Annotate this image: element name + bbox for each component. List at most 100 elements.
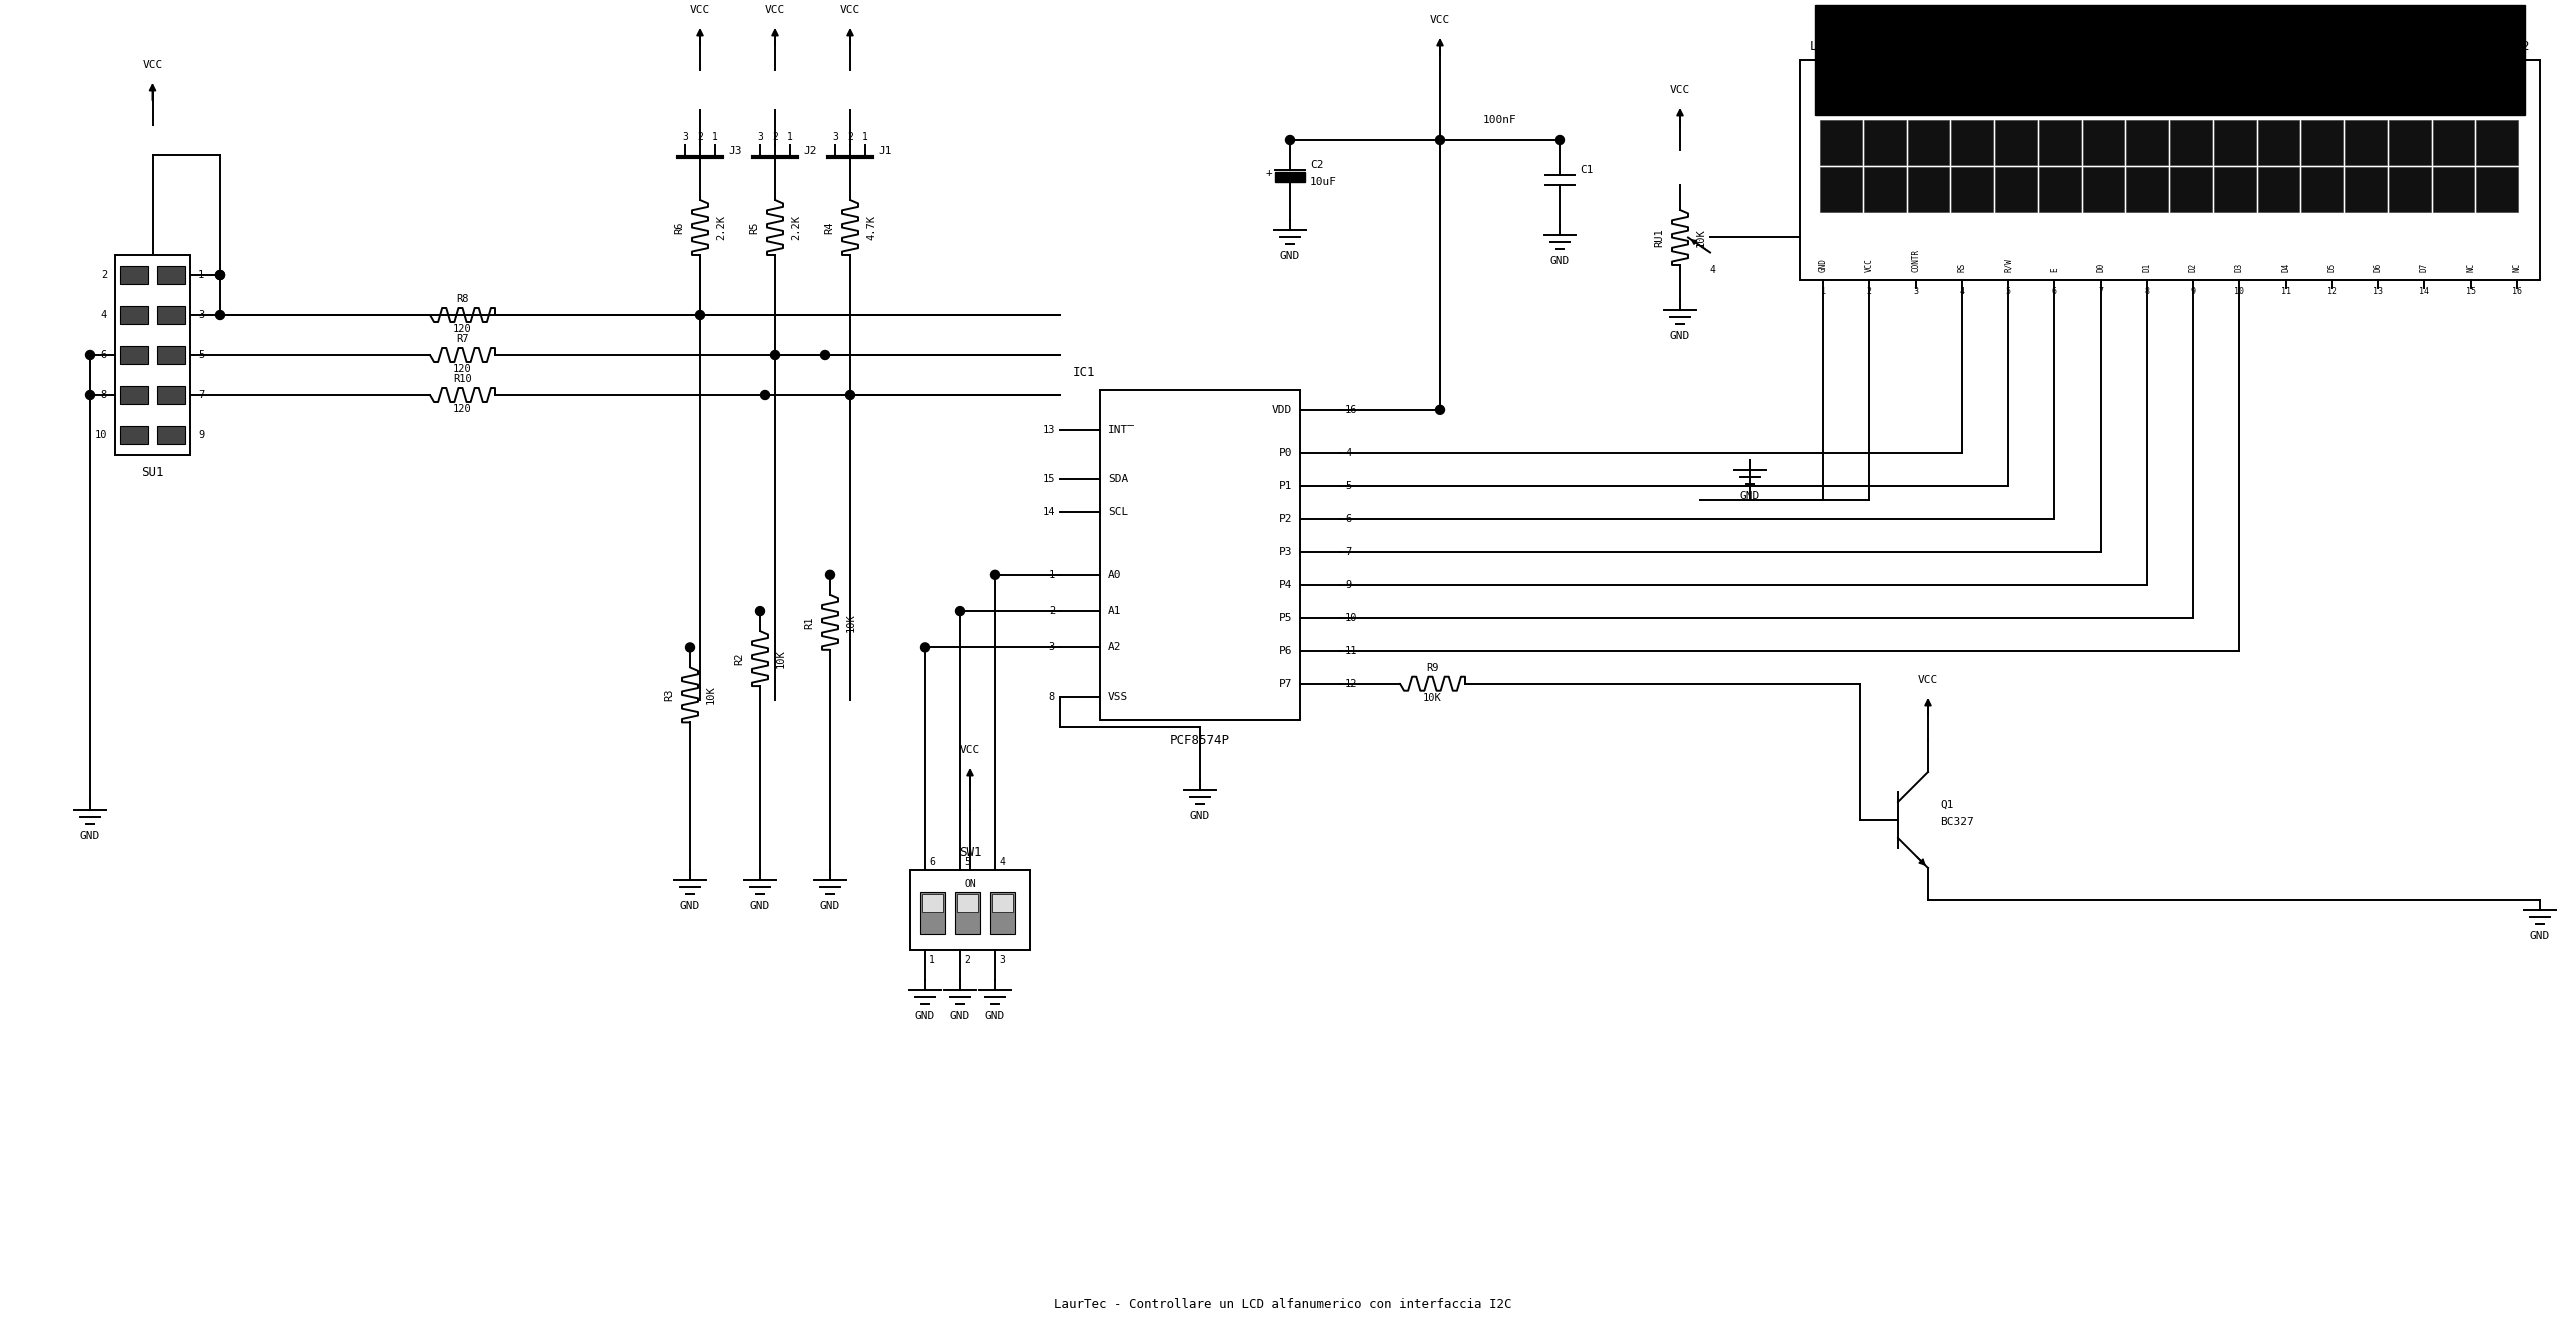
Text: D7: D7: [2419, 263, 2429, 272]
Text: INT̅: INT̅: [1108, 425, 1134, 435]
Text: Q1: Q1: [1939, 800, 1955, 810]
Text: NC: NC: [2511, 263, 2521, 272]
Text: GND: GND: [749, 901, 769, 910]
Circle shape: [759, 391, 770, 399]
Text: TUXGR_16X2_R2: TUXGR_16X2_R2: [2432, 40, 2529, 52]
Text: CONTR: CONTR: [1911, 248, 1921, 272]
Text: R4: R4: [823, 222, 834, 234]
Text: 3: 3: [1913, 287, 1919, 296]
Text: P4: P4: [1277, 579, 1293, 590]
Text: 10K: 10K: [1695, 228, 1706, 247]
Text: 10K: 10K: [1424, 693, 1442, 702]
Text: 11: 11: [1344, 646, 1357, 655]
Text: +: +: [1265, 168, 1272, 178]
Bar: [1952, 167, 1993, 212]
Bar: [1996, 120, 2037, 166]
Bar: [2170, 120, 2211, 166]
Text: 8: 8: [1049, 692, 1054, 702]
Text: 10K: 10K: [705, 686, 716, 705]
Text: P5: P5: [1277, 613, 1293, 622]
Text: R5: R5: [749, 222, 759, 234]
Text: 7: 7: [2098, 287, 2103, 296]
Text: GND: GND: [680, 901, 700, 910]
Text: NC: NC: [2465, 263, 2475, 272]
Text: 3: 3: [1049, 642, 1054, 653]
Circle shape: [1436, 406, 1444, 414]
Text: BC327: BC327: [1939, 817, 1972, 826]
Text: VSS: VSS: [1108, 692, 1129, 702]
Bar: [2126, 120, 2167, 166]
Circle shape: [85, 391, 95, 399]
Text: SW1: SW1: [959, 845, 982, 858]
Text: 1: 1: [862, 132, 867, 142]
Bar: [2475, 120, 2519, 166]
Text: P6: P6: [1277, 646, 1293, 655]
Bar: [156, 346, 185, 364]
Circle shape: [821, 351, 828, 359]
Text: 6: 6: [2052, 287, 2057, 296]
Circle shape: [215, 311, 226, 319]
Circle shape: [921, 643, 929, 651]
Text: VCC: VCC: [1919, 676, 1939, 685]
Circle shape: [990, 570, 1000, 579]
Circle shape: [770, 351, 780, 359]
Text: R3: R3: [664, 689, 675, 701]
Text: 4: 4: [1708, 266, 1716, 275]
Text: GND: GND: [916, 1011, 936, 1021]
Text: GND: GND: [1190, 810, 1211, 821]
Bar: [993, 894, 1013, 912]
Text: GND: GND: [1819, 258, 1829, 272]
Text: 2: 2: [964, 955, 970, 965]
Text: VDD: VDD: [1272, 405, 1293, 415]
Bar: [957, 894, 977, 912]
Bar: [2170, 167, 2211, 212]
Text: 2.2K: 2.2K: [716, 215, 726, 240]
Bar: [990, 892, 1016, 934]
Circle shape: [695, 311, 705, 319]
Bar: [121, 306, 149, 324]
Text: 3: 3: [831, 132, 839, 142]
Text: 9: 9: [198, 430, 205, 441]
Text: D3: D3: [2234, 263, 2244, 272]
Bar: [2301, 167, 2342, 212]
Bar: [2301, 120, 2342, 166]
Circle shape: [826, 570, 834, 579]
Bar: [1100, 390, 1300, 720]
Text: RS: RS: [1957, 263, 1967, 272]
Bar: [2126, 167, 2167, 212]
Text: 5: 5: [1344, 481, 1352, 491]
Text: 2: 2: [100, 270, 108, 280]
Text: 10: 10: [2234, 287, 2244, 296]
Text: J3: J3: [728, 146, 741, 156]
Text: VCC: VCC: [1670, 85, 1690, 95]
Circle shape: [1554, 135, 1565, 144]
Text: 10uF: 10uF: [1311, 178, 1336, 187]
Text: LCD DISPLAY 16x2: LCD DISPLAY 16x2: [2111, 76, 2229, 88]
Circle shape: [1436, 135, 1444, 144]
Bar: [1275, 172, 1306, 182]
Text: 3: 3: [198, 310, 205, 320]
Text: 6: 6: [100, 350, 108, 360]
Text: 5: 5: [198, 350, 205, 360]
Text: J1: J1: [877, 146, 893, 156]
Text: 7: 7: [1344, 547, 1352, 557]
Text: 5: 5: [964, 857, 970, 866]
Text: 120: 120: [454, 324, 472, 334]
Text: C2: C2: [1311, 160, 1324, 170]
Text: A2: A2: [1108, 642, 1121, 653]
Text: VCC: VCC: [764, 5, 785, 15]
Text: 9: 9: [1344, 579, 1352, 590]
Text: 4: 4: [1344, 447, 1352, 458]
Bar: [1996, 167, 2037, 212]
Bar: [954, 892, 980, 934]
Text: 4: 4: [1960, 287, 1965, 296]
Text: D6: D6: [2373, 263, 2383, 272]
Circle shape: [85, 351, 95, 359]
Text: R2: R2: [734, 653, 744, 665]
Text: 3: 3: [682, 132, 687, 142]
Text: GND: GND: [985, 1011, 1005, 1021]
Text: 5: 5: [2006, 287, 2011, 296]
Text: PCF8574P: PCF8574P: [1170, 733, 1231, 746]
Text: GND: GND: [949, 1011, 970, 1021]
Text: R9: R9: [1426, 662, 1439, 673]
